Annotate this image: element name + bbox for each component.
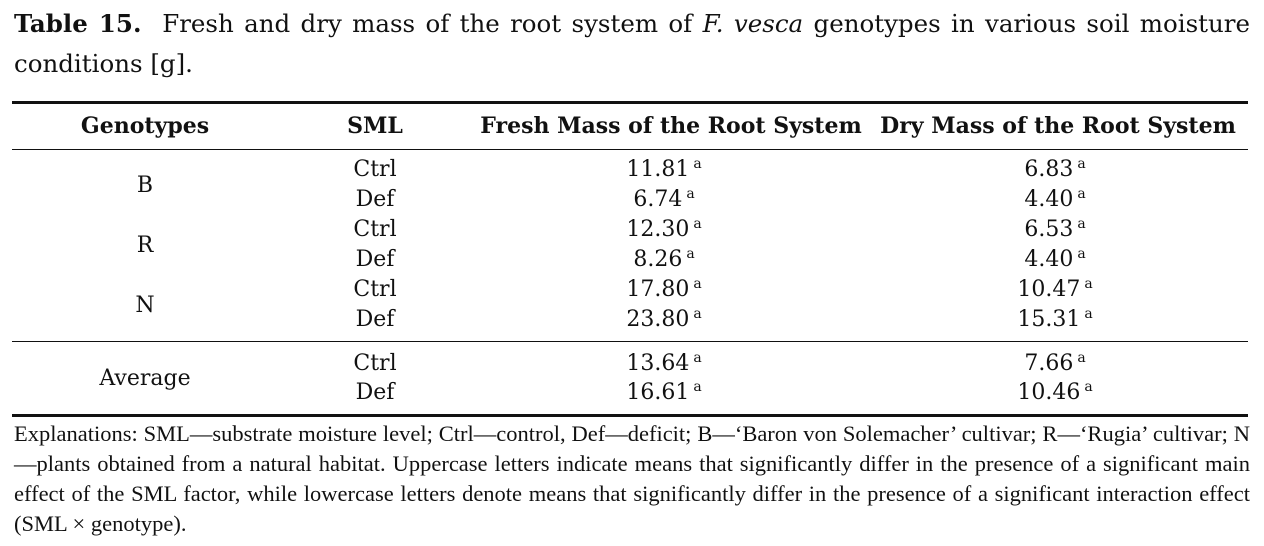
significance-letter: a — [693, 216, 702, 232]
mass-value: 10.46 — [1017, 380, 1081, 405]
fresh-mass-cell: 6.74 a — [633, 185, 694, 215]
dry-mass-cell: 10.47 a — [1017, 275, 1092, 305]
significance-letter: a — [693, 156, 702, 172]
mass-value: 7.66 — [1024, 351, 1074, 376]
significance-letter: a — [693, 350, 702, 366]
average-rule — [12, 341, 1248, 342]
dry-mass-cell: 7.66 a — [1024, 349, 1085, 379]
significance-letter: a — [1077, 246, 1086, 262]
sml-cell: Def — [355, 380, 395, 405]
header-dry-mass: Dry Mass of the Root System — [880, 113, 1236, 139]
caption-text-after: genotypes in various soil moisture condi… — [14, 9, 1250, 78]
dry-mass-cell: 4.40 a — [1024, 245, 1085, 275]
table-top-rule — [12, 101, 1248, 104]
significance-letter: a — [1077, 350, 1086, 366]
significance-letter: a — [686, 186, 695, 202]
header-fresh-mass: Fresh Mass of the Root System — [480, 113, 862, 139]
mass-value: 15.31 — [1017, 307, 1081, 332]
dry-mass-cell: 6.53 a — [1024, 215, 1085, 245]
dry-mass-cell: 4.40 a — [1024, 185, 1085, 215]
mass-value: 6.53 — [1024, 217, 1074, 242]
mass-value: 4.40 — [1024, 247, 1074, 272]
table-caption: Table 15. Fresh and dry mass of the root… — [14, 4, 1250, 84]
genotype-label: R — [136, 233, 154, 258]
genotype-label: N — [135, 293, 155, 318]
sml-cell: Ctrl — [353, 157, 397, 182]
mass-value: 23.80 — [626, 307, 690, 332]
header-rule — [12, 149, 1248, 150]
sml-cell: Ctrl — [353, 351, 397, 376]
header-genotypes: Genotypes — [80, 113, 210, 139]
mass-value: 17.80 — [626, 277, 690, 302]
mass-value: 4.40 — [1024, 187, 1074, 212]
sml-cell: Ctrl — [353, 277, 397, 302]
sml-cell: Def — [355, 247, 395, 272]
dry-mass-cell: 10.46 a — [1017, 378, 1092, 408]
genotype-label: B — [136, 173, 154, 198]
mass-value: 10.47 — [1017, 277, 1081, 302]
sml-cell: Ctrl — [353, 217, 397, 242]
caption-species: F. vesca — [702, 9, 804, 38]
significance-letter: a — [693, 276, 702, 292]
caption-label: Table 15. — [14, 9, 142, 38]
fresh-mass-cell: 23.80 a — [626, 305, 701, 335]
sml-cell: Def — [355, 187, 395, 212]
significance-letter: a — [1084, 379, 1093, 395]
fresh-mass-cell: 13.64 a — [626, 349, 701, 379]
significance-letter: a — [686, 246, 695, 262]
fresh-mass-cell: 17.80 a — [626, 275, 701, 305]
mass-value: 16.61 — [626, 380, 690, 405]
dry-mass-cell: 15.31 a — [1017, 305, 1092, 335]
significance-letter: a — [1084, 306, 1093, 322]
dry-mass-cell: 6.83 a — [1024, 155, 1085, 185]
mass-value: 13.64 — [626, 351, 690, 376]
genotype-label: Average — [99, 366, 191, 391]
mass-value: 11.81 — [626, 157, 690, 182]
significance-letter: a — [1077, 156, 1086, 172]
fresh-mass-cell: 16.61 a — [626, 378, 701, 408]
mass-value: 12.30 — [626, 217, 690, 242]
fresh-mass-cell: 12.30 a — [626, 215, 701, 245]
significance-letter: a — [1077, 186, 1086, 202]
header-sml: SML — [347, 113, 403, 139]
fresh-mass-cell: 8.26 a — [633, 245, 694, 275]
sml-cell: Def — [355, 307, 395, 332]
table-footnote: Explanations: SML—substrate moisture lev… — [14, 421, 1250, 536]
mass-value: 6.83 — [1024, 157, 1074, 182]
significance-letter: a — [1077, 216, 1086, 232]
fresh-mass-cell: 11.81 a — [626, 155, 701, 185]
significance-letter: a — [1084, 276, 1093, 292]
significance-letter: a — [693, 306, 702, 322]
table-bottom-rule — [12, 414, 1248, 417]
mass-value: 8.26 — [633, 247, 683, 272]
caption-text-before: Fresh and dry mass of the root system of — [162, 9, 693, 38]
mass-value: 6.74 — [633, 187, 683, 212]
significance-letter: a — [693, 379, 702, 395]
